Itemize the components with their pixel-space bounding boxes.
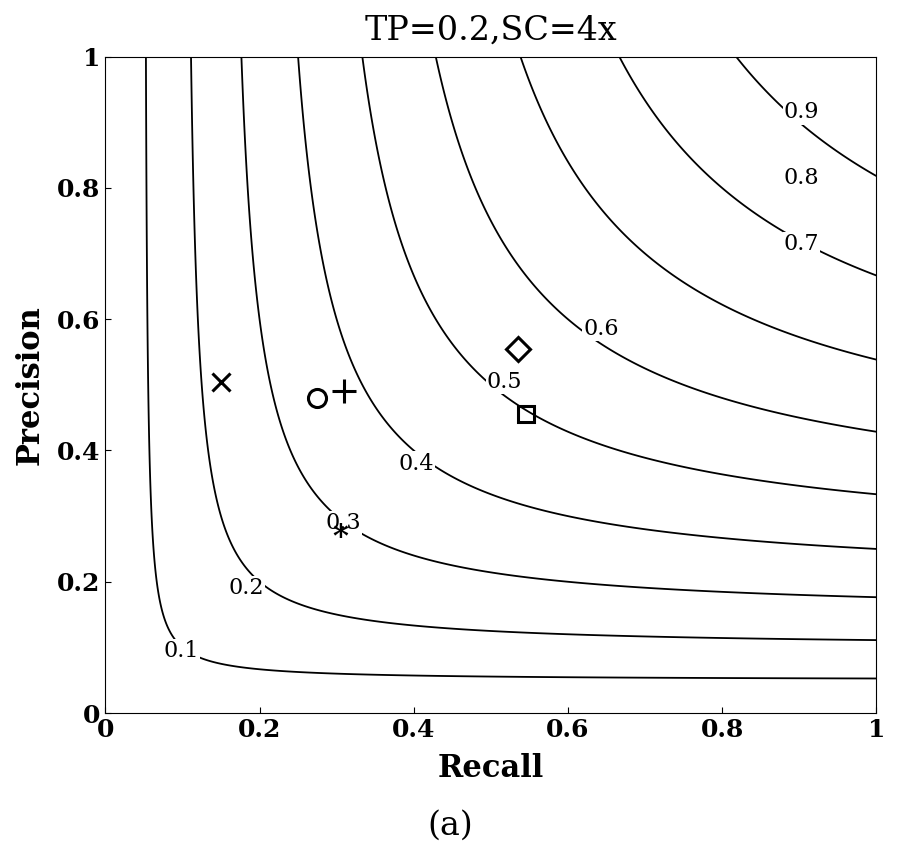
Text: (a): (a) [428, 809, 473, 842]
Title: TP=0.2,SC=4x: TP=0.2,SC=4x [364, 15, 617, 47]
Text: *: * [332, 522, 348, 552]
Text: 0.6: 0.6 [583, 318, 619, 340]
Text: 0.1: 0.1 [163, 640, 199, 661]
Y-axis label: Precision: Precision [15, 305, 46, 465]
Text: 0.8: 0.8 [784, 167, 819, 189]
Text: 0.4: 0.4 [399, 452, 434, 474]
Text: 0.2: 0.2 [229, 577, 265, 599]
Text: 0.3: 0.3 [325, 512, 361, 534]
Text: 0.5: 0.5 [487, 371, 523, 393]
Text: 0.7: 0.7 [784, 233, 819, 255]
Text: 0.9: 0.9 [784, 101, 819, 123]
X-axis label: Recall: Recall [437, 753, 544, 784]
